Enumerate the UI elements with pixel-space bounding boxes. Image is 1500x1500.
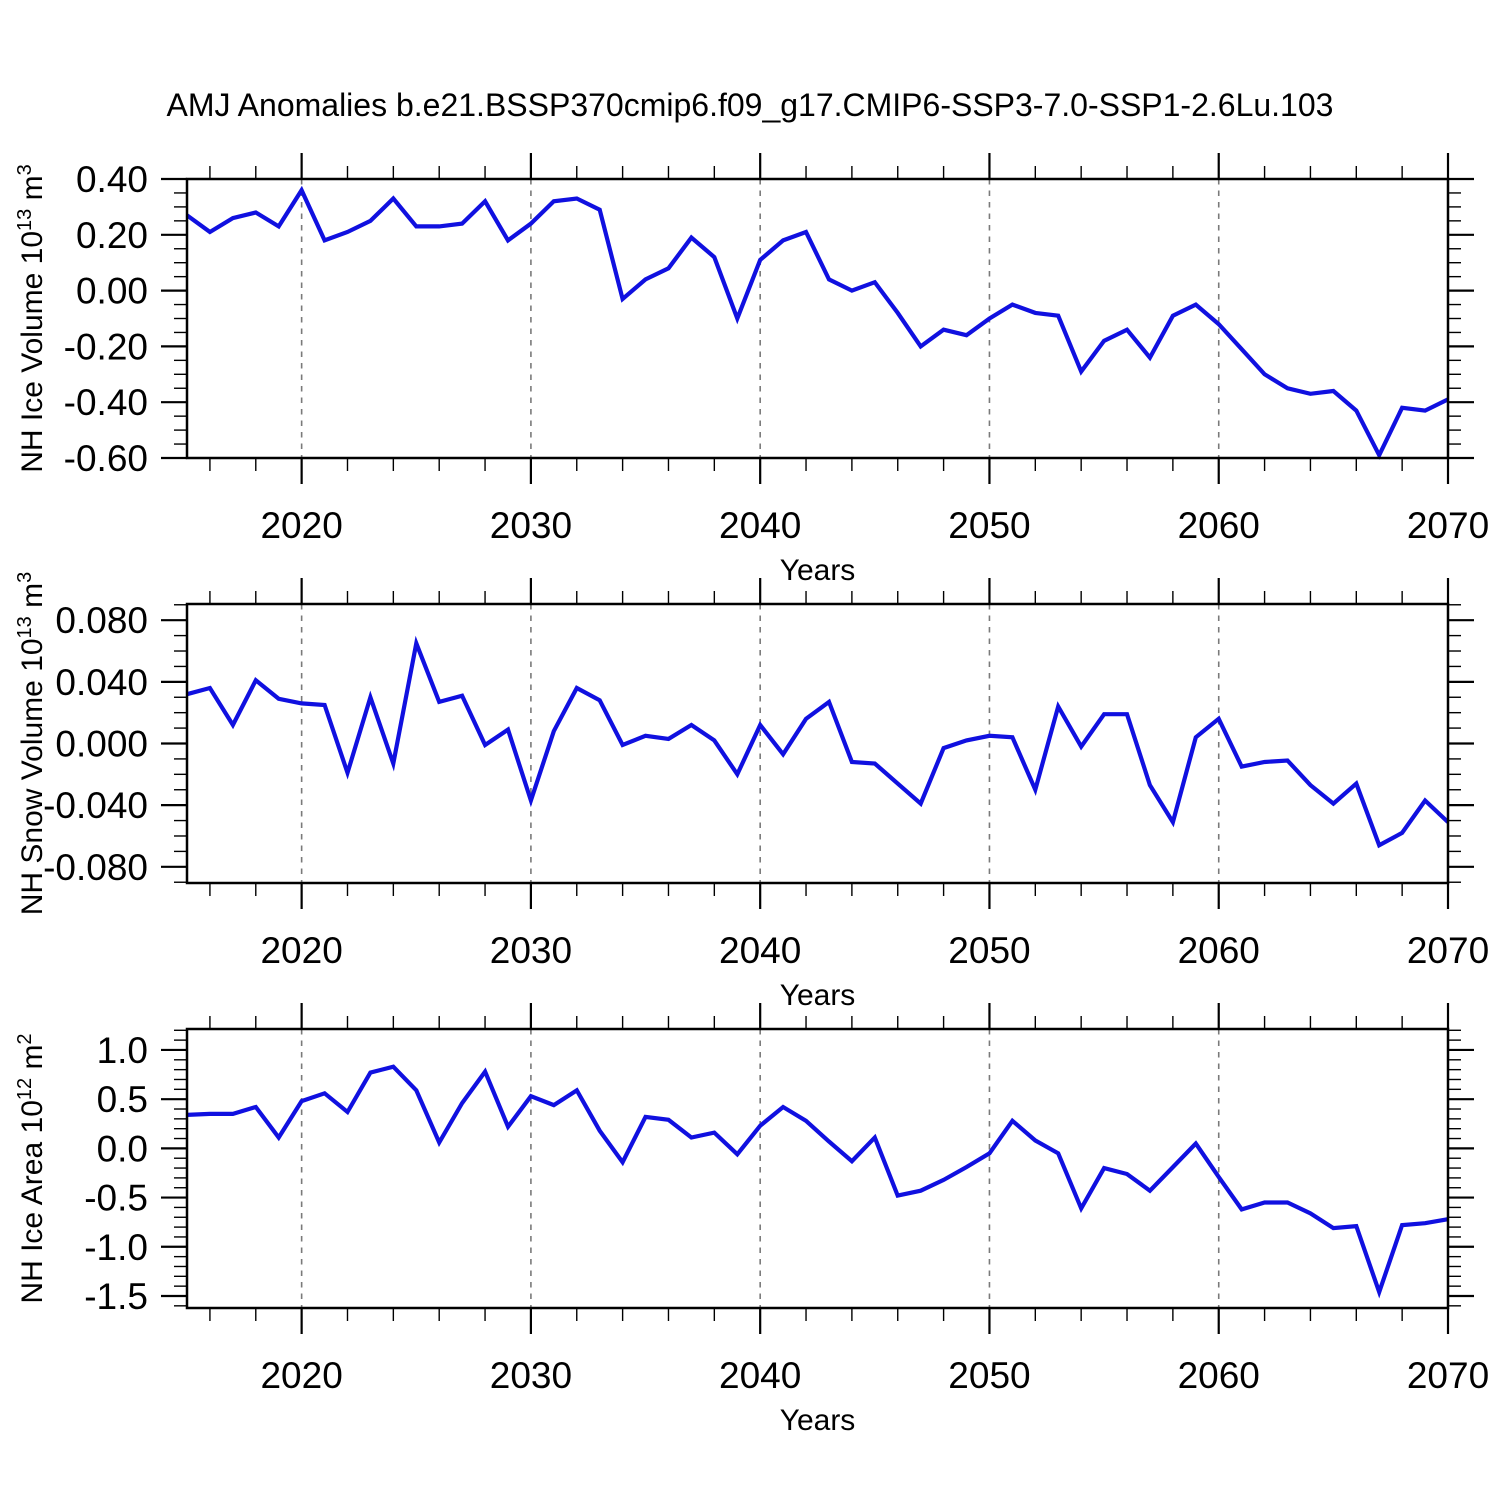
x-tick-label: 2040 [719, 1355, 801, 1396]
y-axis-title: NH Snow Volume 1013 m3 [14, 572, 49, 916]
x-tick-label: 2060 [1178, 505, 1260, 546]
x-axis-title: Years [780, 1404, 856, 1437]
plot-frame [185, 177, 1450, 460]
panel-nh-ice-volume: 0.40 0.20 0.00 -0.20 -0.40 -0.60 2020 2030 2040 2… [14, 153, 1489, 587]
y-axis-title-text: m [16, 175, 49, 208]
x-tick-label: 2070 [1407, 1355, 1489, 1396]
y-axis-title: NH Ice Volume 1013 m3 [14, 164, 49, 473]
y-axis-title-text: NH Snow Volume 10 [16, 638, 49, 915]
x-tick-label: 2070 [1407, 505, 1489, 546]
y-tick-label: 0.000 [55, 724, 148, 765]
data-line [186, 635, 1450, 849]
x-tick-label: 2020 [260, 1355, 342, 1396]
y-tick-label: 0.40 [76, 159, 148, 200]
y-tick-label: -0.080 [43, 847, 148, 888]
y-tick-label: -1.0 [84, 1227, 148, 1268]
panel-nh-ice-area: 1.0 0.5 0.0 -0.5 -1.0 -1.5 2020 2030 2040 2050 206… [14, 1003, 1489, 1437]
data-line [186, 1064, 1449, 1299]
y-tick-label: 0.040 [55, 662, 148, 703]
y-tick-label: 0.5 [97, 1079, 148, 1120]
x-tick-label: 2030 [490, 505, 572, 546]
y-axis-title-text: NH Ice Area 10 [16, 1100, 49, 1303]
y-axis-title-superscript: 13 [14, 616, 36, 638]
x-tick-label: 2050 [948, 930, 1030, 971]
x-tick-label: 2060 [1178, 930, 1260, 971]
y-tick-label: -0.60 [64, 438, 148, 479]
chart-title: AMJ Anomalies b.e21.BSSP370cmip6.f09_g17… [167, 87, 1334, 123]
y-axis-title-superscript: 3 [14, 164, 36, 175]
panel-nh-snow-volume: 0.080 0.040 0.000 -0.040 -0.080 2020 2030 2040 2… [14, 572, 1489, 1012]
x-tick-label: 2050 [948, 1355, 1030, 1396]
y-tick-label: -0.040 [43, 785, 148, 826]
y-axis-title-text: m [16, 583, 49, 616]
y-axis-title-text: NH Ice Volume 10 [16, 231, 49, 473]
y-tick-label: 0.20 [76, 215, 148, 256]
x-tick-label: 2050 [948, 505, 1030, 546]
x-axis-title: Years [780, 979, 856, 1012]
plot-frame [185, 602, 1450, 885]
x-tick-label: 2020 [260, 930, 342, 971]
x-tick-label: 2070 [1407, 930, 1489, 971]
x-tick-label: 2060 [1178, 1355, 1260, 1396]
y-tick-label: -0.40 [64, 382, 148, 423]
x-tick-label: 2040 [719, 505, 801, 546]
y-tick-label: 0.0 [97, 1128, 148, 1169]
x-tick-label: 2030 [490, 930, 572, 971]
y-tick-label: 0.080 [55, 600, 148, 641]
x-tick-label: 2030 [490, 1355, 572, 1396]
y-axis-title-superscript: 13 [14, 209, 36, 231]
data-line [185, 185, 1449, 460]
y-tick-label: -0.5 [84, 1178, 148, 1219]
y-axis-title-text: m [16, 1045, 49, 1078]
y-axis-title-superscript: 2 [14, 1033, 36, 1044]
x-axis-title: Years [780, 554, 856, 587]
x-tick-label: 2020 [260, 505, 342, 546]
y-tick-label: -1.5 [84, 1276, 148, 1317]
y-tick-label: 1.0 [97, 1030, 148, 1071]
x-tick-label: 2040 [719, 930, 801, 971]
y-tick-label: 0.00 [76, 271, 148, 312]
y-tick-label: -0.20 [64, 326, 148, 367]
y-axis-title: NH Ice Area 1012 m2 [14, 1033, 49, 1303]
y-axis-title-superscript: 12 [14, 1078, 36, 1100]
y-axis-title-superscript: 3 [14, 572, 36, 583]
